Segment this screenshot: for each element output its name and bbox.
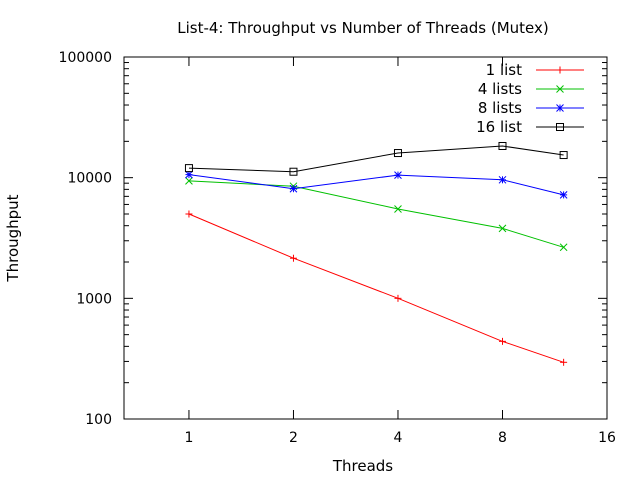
x-axis-label: Threads [332,457,393,475]
data-point [559,191,568,199]
data-point [184,164,193,173]
legend-marker [556,123,564,131]
data-point [393,149,402,158]
legend-label: 16 list [476,118,522,136]
data-point [394,171,402,179]
x-tick-label: 4 [394,430,403,446]
y-tick-label: 100 [85,412,112,428]
data-point [185,170,193,179]
x-tick-label: 2 [289,430,298,446]
y-tick-label: 10000 [67,171,112,187]
data-point [289,184,298,193]
legend-label: 8 lists [478,99,522,117]
data-point [394,205,402,213]
legend-label: 4 lists [478,80,522,98]
series-line-1 [188,213,564,363]
legend-marker [556,104,564,112]
chart-title: List-4: Throughput vs Number of Threads … [177,19,549,37]
data-point [560,358,568,366]
data-point [185,210,193,218]
data-point [289,167,298,176]
data-point [185,177,193,185]
data-point [559,151,568,160]
y-axis-label: Throughput [4,194,22,282]
x-tick-label: 1 [184,430,193,446]
y-tick-label: 100000 [59,50,112,66]
legend-marker [556,66,564,74]
x-tick-label: 8 [498,430,507,446]
data-point [394,294,402,302]
data-point [289,254,297,262]
series-line-3 [188,174,564,196]
y-tick-label: 1000 [76,291,112,307]
legend-marker [556,85,564,93]
x-tick-label: 16 [598,430,616,446]
data-point [498,337,506,345]
series-line-4 [188,145,564,173]
data-point [498,141,507,150]
data-point [498,224,507,233]
plot-frame [123,56,608,420]
data-point [498,175,507,184]
legend-label: 1 list [486,61,522,79]
data-point [559,243,568,252]
